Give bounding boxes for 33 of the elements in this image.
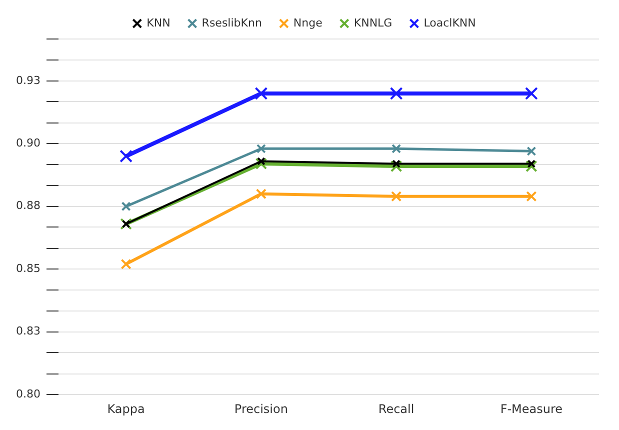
point	[257, 157, 266, 166]
point	[256, 144, 266, 154]
point	[527, 160, 536, 168]
legend-label: Nnge	[293, 16, 323, 30]
point	[390, 87, 403, 100]
x-tick-label: Recall	[378, 402, 414, 416]
point	[392, 160, 400, 168]
point	[255, 158, 268, 170]
legend-label: LoaclKNN	[424, 16, 476, 30]
point	[121, 202, 131, 212]
point	[390, 160, 402, 172]
x-tick-label: F-Measure	[500, 402, 563, 416]
point	[392, 144, 402, 154]
y-tick-label: 0.88	[16, 199, 40, 212]
x-tick-label: Precision	[234, 402, 288, 416]
point	[120, 258, 132, 270]
point	[256, 188, 266, 200]
point	[390, 191, 402, 202]
legend-label: RseslibKnn	[202, 16, 262, 30]
x-tick-label: Kappa	[107, 402, 145, 416]
y-tick-label: 0.83	[16, 324, 40, 338]
point	[526, 146, 536, 156]
y-tick-label: 0.93	[16, 74, 40, 87]
legend-label: KNNLG	[354, 16, 392, 30]
point	[120, 150, 132, 163]
y-tick-label: 0.80	[16, 387, 40, 400]
legend-label: KNN	[146, 16, 170, 30]
point	[254, 87, 268, 100]
y-tick-label: 0.85	[16, 262, 40, 275]
point	[526, 191, 537, 202]
y-tick-label: 0.90	[16, 136, 40, 150]
point	[526, 160, 538, 172]
point	[524, 87, 538, 100]
